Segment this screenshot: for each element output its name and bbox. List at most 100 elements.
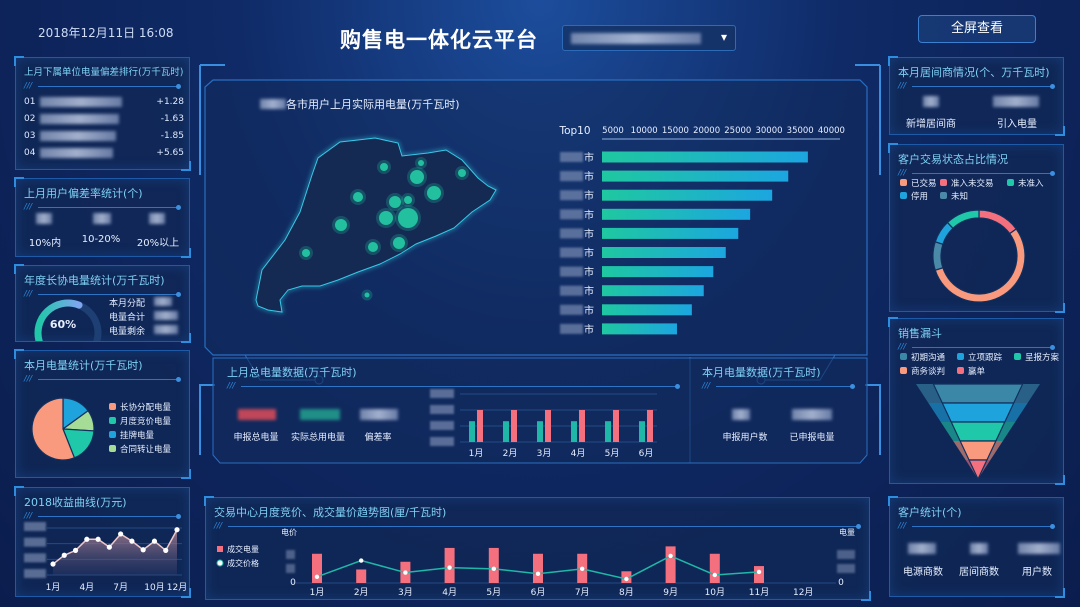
funnel-stage-初期沟通[interactable] [932,383,1024,404]
bar[interactable] [665,546,676,583]
redacted-value [360,409,398,420]
legend-label: 未知 [951,191,968,202]
bar[interactable] [602,304,692,316]
city-dot[interactable] [380,163,388,171]
data-point[interactable] [129,538,135,544]
bar[interactable] [613,410,619,442]
rate-label: 10%内 [28,238,62,249]
bar[interactable] [754,566,764,583]
bar[interactable] [545,410,551,442]
data-point[interactable] [106,544,112,550]
bar[interactable] [533,553,543,583]
bar[interactable] [602,247,726,258]
data-point[interactable] [95,536,101,542]
bar[interactable] [639,421,645,442]
bar[interactable] [602,189,773,201]
city-label: 市 [584,304,594,317]
bar[interactable] [602,266,714,278]
data-point[interactable] [447,565,452,570]
data-point[interactable] [756,569,762,575]
data-point[interactable] [118,531,124,537]
left-axis-label: 电价 [281,527,297,537]
region-dropdown[interactable]: ▾ [562,25,736,51]
slice-已交易[interactable] [934,228,1026,303]
title-divider: /// [24,203,181,211]
broker-panel: 本月居间商情况(个、万千瓦时) /// 新增居间商 引入电量 [888,56,1065,136]
bar[interactable] [602,170,789,182]
bar[interactable] [602,285,704,297]
bar[interactable] [356,569,367,583]
slice-准入未交易[interactable] [978,209,1018,235]
bar[interactable] [469,421,475,442]
city-dot[interactable] [427,186,441,200]
title-divider: /// [214,522,861,530]
city-dot[interactable] [398,208,418,228]
bar[interactable] [511,410,517,442]
funnel-stage-赢单[interactable] [968,459,988,481]
bar[interactable] [571,421,577,442]
bar[interactable] [503,421,509,442]
data-point[interactable] [72,547,79,554]
data-point[interactable] [403,570,408,575]
slice-长协分配电量[interactable] [31,397,76,461]
bar[interactable] [488,547,499,583]
city-dot[interactable] [410,170,424,184]
city-dot[interactable] [364,292,370,298]
rank-row[interactable]: 02 -1.63 [24,113,184,127]
bar[interactable] [602,208,751,220]
bar[interactable] [709,553,720,583]
data-point[interactable] [712,572,717,578]
bar[interactable] [602,227,739,239]
city-dot[interactable] [302,249,310,257]
city-dot[interactable] [458,169,466,177]
data-point[interactable] [84,536,90,542]
data-point[interactable] [151,538,158,544]
bar[interactable] [537,421,543,442]
data-point[interactable] [535,571,541,576]
slice-未准入[interactable] [946,209,980,230]
bar[interactable] [312,553,322,583]
title-divider: /// [898,82,1055,90]
bar[interactable] [477,410,483,442]
rank-row[interactable]: 03 -1.85 [24,130,184,144]
bar[interactable] [602,323,677,335]
redacted-value [154,325,178,334]
city-dot[interactable] [418,160,424,166]
bar[interactable] [647,410,653,442]
city-dot[interactable] [368,242,378,252]
province-map[interactable] [240,120,510,330]
city-dot[interactable] [335,219,347,231]
rank-row[interactable]: 04 +5.65 [24,147,184,161]
data-point[interactable] [580,566,585,572]
funnel-stage-立项跟踪[interactable] [941,402,1015,423]
data-point[interactable] [491,566,496,572]
city-dot[interactable] [404,196,412,204]
data-point[interactable] [174,527,180,533]
data-point[interactable] [50,561,56,567]
slice-未知[interactable] [932,241,944,271]
data-point[interactable] [61,552,67,558]
redacted-axis-label [24,553,46,563]
rate-label: 20%以上 [136,238,180,249]
funnel-stage-呈报方案[interactable] [950,421,1006,442]
data-point[interactable] [314,574,320,580]
legend-swatch [217,546,223,552]
data-point[interactable] [668,553,673,559]
city-dot[interactable] [379,211,393,225]
title-divider: /// [24,512,181,520]
city-dot[interactable] [353,192,363,202]
rank-row[interactable]: 01 +1.28 [24,96,184,110]
bar[interactable] [605,421,611,442]
panel-title: 交易中心月度竞价、成交量价趋势图(厘/千瓦时) [214,506,447,519]
bar[interactable] [579,410,585,442]
bar[interactable] [602,151,808,163]
data-point[interactable] [624,576,629,582]
city-dot[interactable] [393,237,405,249]
data-point[interactable] [163,547,169,554]
city-dot[interactable] [389,196,401,208]
data-point[interactable] [359,558,364,563]
data-point[interactable] [140,547,146,553]
x-tick-label: 20000 [693,126,720,136]
fullscreen-button[interactable]: 全屏查看 [918,15,1036,43]
